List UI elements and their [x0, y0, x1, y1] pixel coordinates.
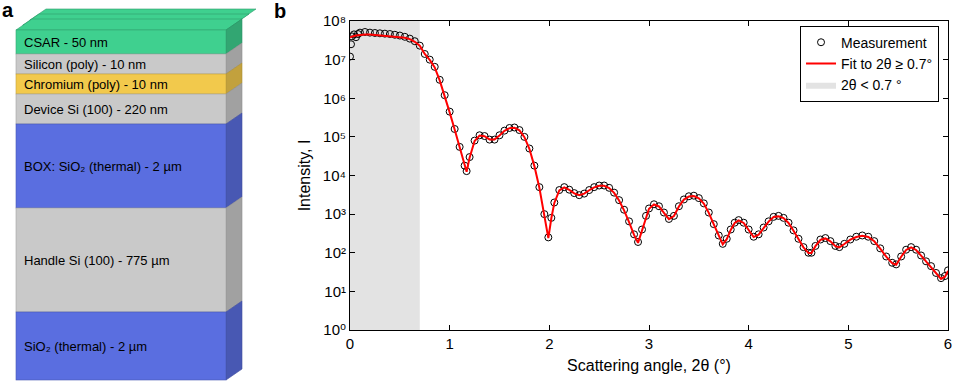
svg-text:10⁶: 10⁶	[323, 90, 346, 107]
svg-text:SiO₂ (thermal) - 2 µm: SiO₂ (thermal) - 2 µm	[24, 339, 147, 354]
svg-text:2: 2	[545, 335, 553, 352]
svg-text:a: a	[2, 0, 14, 21]
svg-text:BOX: SiO₂ (thermal) - 2 µm: BOX: SiO₂ (thermal) - 2 µm	[24, 159, 182, 174]
svg-text:Intensity, I: Intensity, I	[296, 140, 313, 212]
svg-text:10⁵: 10⁵	[323, 128, 346, 145]
svg-text:10¹: 10¹	[324, 283, 346, 300]
svg-text:2θ < 0.7 °: 2θ < 0.7 °	[841, 77, 901, 93]
svg-text:1: 1	[445, 335, 453, 352]
svg-text:5: 5	[844, 335, 852, 352]
svg-text:0: 0	[346, 335, 354, 352]
svg-text:4: 4	[744, 335, 752, 352]
svg-text:10³: 10³	[324, 205, 346, 222]
svg-text:10⁸: 10⁸	[323, 12, 346, 29]
svg-text:10⁰: 10⁰	[323, 321, 346, 338]
svg-text:Device Si (100) - 220 nm: Device Si (100) - 220 nm	[24, 102, 168, 117]
svg-text:CSAR - 50 nm: CSAR - 50 nm	[24, 35, 108, 50]
html-text:b: b	[274, 0, 287, 22]
svg-text:3: 3	[645, 335, 653, 352]
svg-text:10⁷: 10⁷	[324, 51, 346, 68]
svg-text:Measurement: Measurement	[841, 35, 927, 51]
svg-text:10²: 10²	[324, 244, 346, 261]
svg-text:Handle Si (100) - 775 µm: Handle Si (100) - 775 µm	[24, 253, 170, 268]
svg-text:10⁴: 10⁴	[323, 167, 346, 184]
svg-text:Scattering angle, 2θ (°): Scattering angle, 2θ (°)	[567, 357, 731, 374]
svg-text:Chromium (poly) - 10 nm: Chromium (poly) - 10 nm	[24, 77, 168, 92]
svg-text:Fit to 2θ ≥ 0.7°: Fit to 2θ ≥ 0.7°	[841, 56, 932, 72]
svg-text:6: 6	[944, 335, 952, 352]
svg-text:Silicon (poly) - 10 nm: Silicon (poly) - 10 nm	[24, 57, 146, 72]
